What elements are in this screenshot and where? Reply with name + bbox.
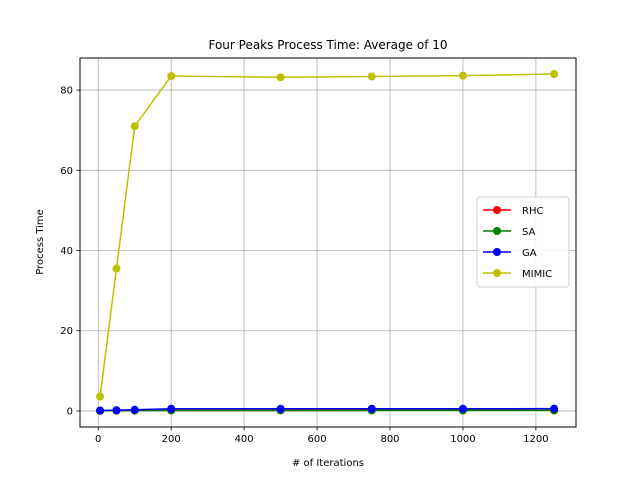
x-axis-label: # of Iterations: [292, 458, 364, 469]
x-tick-label: 0: [95, 434, 101, 445]
data-point-mimic: [96, 392, 105, 401]
legend: RHC SA GA MIMIC: [476, 196, 570, 288]
data-point-ga: [276, 404, 285, 413]
plot-frame: [79, 57, 577, 428]
data-point-mimic: [550, 70, 559, 79]
data-point-ga: [550, 404, 559, 413]
legend-marker-ga: [493, 248, 501, 256]
legend-label-mimic: MIMIC: [522, 269, 552, 280]
x-tick-label: 800: [380, 434, 399, 445]
chart-title: Four Peaks Process Time: Average of 10: [208, 38, 447, 52]
x-tick-label: 400: [235, 434, 254, 445]
data-point-ga: [112, 406, 121, 415]
y-tick-label: 40: [60, 246, 73, 257]
y-tick-label: 20: [60, 326, 73, 337]
y-axis-label: Process Time: [35, 209, 46, 275]
data-point-mimic: [167, 72, 176, 81]
legend-label-sa: SA: [522, 227, 536, 238]
data-point-mimic: [458, 71, 467, 80]
data-point-mimic: [130, 122, 139, 131]
x-tick-label: 1000: [450, 434, 475, 445]
y-axis: 0 20 40 60 80: [60, 86, 80, 417]
series-mimic: [96, 70, 559, 401]
legend-label-rhc: RHC: [522, 206, 543, 217]
data-point-mimic: [367, 72, 376, 81]
series-ga: [96, 404, 559, 415]
series-layer: [96, 70, 559, 415]
y-tick-label: 60: [60, 166, 73, 177]
data-point-mimic: [276, 73, 285, 82]
data-point-ga: [96, 406, 105, 415]
data-point-ga: [458, 404, 467, 413]
legend-marker-rhc: [493, 206, 501, 214]
data-point-ga: [367, 404, 376, 413]
x-tick-label: 600: [308, 434, 327, 445]
legend-box: [476, 196, 570, 288]
data-point-mimic: [112, 264, 121, 273]
x-tick-label: 200: [162, 434, 181, 445]
data-point-ga: [167, 404, 176, 413]
y-tick-label: 0: [67, 406, 73, 417]
data-point-ga: [130, 405, 139, 414]
y-tick-label: 80: [60, 86, 73, 97]
legend-label-ga: GA: [522, 248, 537, 259]
legend-marker-sa: [493, 227, 501, 235]
series-line-mimic: [99, 73, 555, 397]
x-axis: 0 200 400 600 800 1000 1200: [95, 427, 549, 445]
x-tick-label: 1200: [523, 434, 548, 445]
legend-marker-mimic: [493, 269, 501, 277]
